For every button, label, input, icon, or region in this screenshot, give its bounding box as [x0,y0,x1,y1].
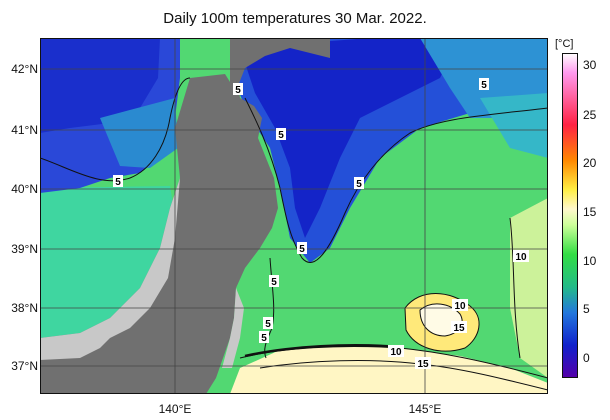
contour-label: 10 [513,250,529,263]
colorbar-tick: 25 [583,108,597,122]
contour-5-nw [40,77,191,182]
contour-label: 15 [451,321,467,334]
colorbar-tick: 10 [583,254,597,268]
svg-text:5: 5 [235,85,241,96]
svg-text:5: 5 [115,177,121,188]
land-honshu [40,74,278,394]
contour-label: 5 [276,128,286,141]
temperature-map: 5 5 5 5 5 5 5 5 5 5 10 10 10 15 15 [40,38,548,394]
contour-label: 10 [452,299,468,312]
contour-label: 5 [354,177,364,190]
colorbar-tick: 15 [583,205,597,219]
svg-text:5: 5 [265,319,271,330]
svg-text:15: 15 [417,359,429,370]
sea-warm-e [510,198,548,378]
lat-label-41: 41°N [11,123,38,137]
lon-label-140: 140°E [158,402,192,416]
colorbar [562,53,578,378]
lon-label-145: 145°E [408,402,442,416]
svg-text:5: 5 [481,80,487,91]
colorbar-tick: 20 [583,156,597,170]
map-title: Daily 100m temperatures 30 Mar. 2022. [163,10,427,27]
lat-label-38: 38°N [11,301,38,315]
contour-5-ne [244,97,548,263]
svg-text:10: 10 [515,252,527,263]
colorbar-tick: 5 [583,302,590,316]
contour-10-east [509,217,521,359]
front-thick [244,344,401,358]
svg-text:10: 10 [390,347,402,358]
map-frame [40,38,548,394]
contour-label: 5 [259,331,269,344]
contour-label: 5 [479,78,489,91]
contour-label: 5 [263,317,273,330]
lat-label-37: 37°N [11,359,38,373]
sea-cyan-patch [480,93,548,158]
svg-text:5: 5 [278,130,284,141]
colorbar-tick: 0 [583,351,590,365]
sea-deep-nw [40,38,160,133]
land-hokkaido [230,38,330,98]
contour-label: 5 [113,175,123,188]
sea-blue-green-nw [100,98,178,168]
colorbar-unit: [°C] [555,38,574,50]
sea-warm-s [230,345,548,394]
svg-text:10: 10 [454,301,466,312]
lat-label-40: 40°N [11,182,38,196]
lat-label-42: 42°N [11,62,38,76]
contour-label: 5 [233,83,243,96]
svg-text:5: 5 [271,277,277,288]
land-coast-ice [40,178,180,360]
sea-deep-ne [240,38,460,238]
colorbar-tick: 30 [583,58,597,72]
contour-label: 5 [269,275,279,288]
svg-text:15: 15 [453,323,465,334]
svg-text:5: 5 [356,179,362,190]
contour-label: 15 [415,357,431,370]
svg-text:5: 5 [261,333,267,344]
contour-label: 10 [388,345,404,358]
contour-label: 5 [297,242,307,255]
svg-text:5: 5 [299,244,305,255]
contour-10-eddy [404,293,480,352]
lat-label-39: 39°N [11,242,38,256]
